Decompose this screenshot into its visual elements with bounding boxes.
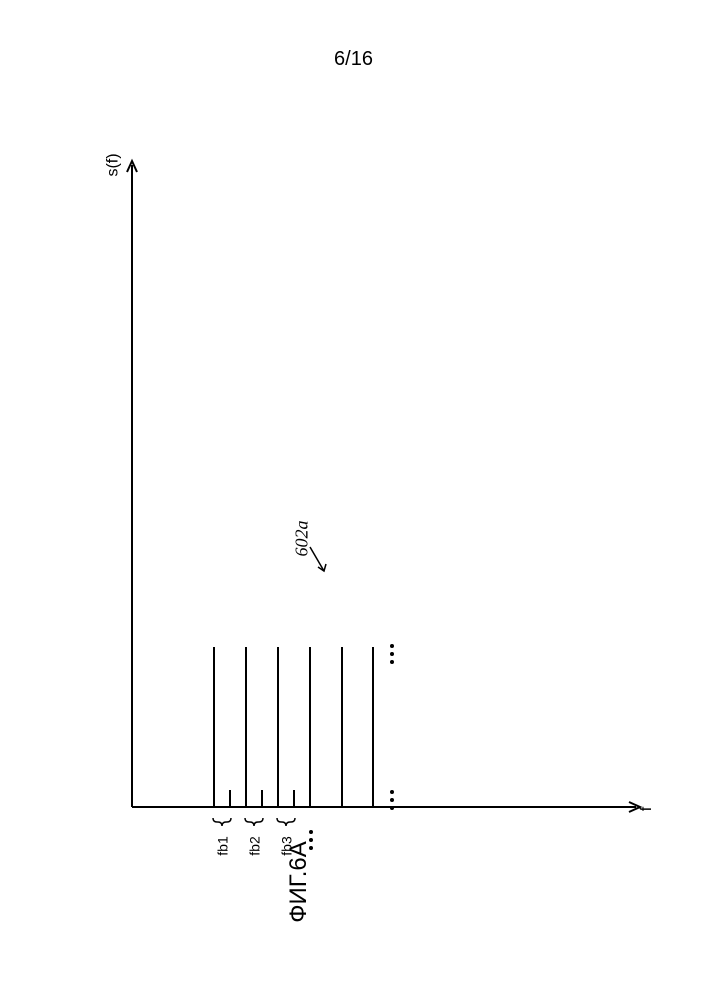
fb-label-2: fb2 xyxy=(247,836,263,855)
x-axis-label: f xyxy=(638,807,656,811)
fb-label-1: fb1 xyxy=(215,836,231,855)
figure-container: s(f) f 602a fb1 fb2 fb3 ФИГ.6A xyxy=(90,150,650,870)
reference-label: 602a xyxy=(292,521,313,557)
ellipsis-top xyxy=(390,644,394,664)
ellipsis-bottom xyxy=(390,790,394,810)
figure-label: ФИГ.6A xyxy=(285,841,313,923)
page-number: 6/16 xyxy=(334,48,373,71)
y-axis-label: s(f) xyxy=(105,153,123,176)
diagram-svg xyxy=(90,150,650,870)
